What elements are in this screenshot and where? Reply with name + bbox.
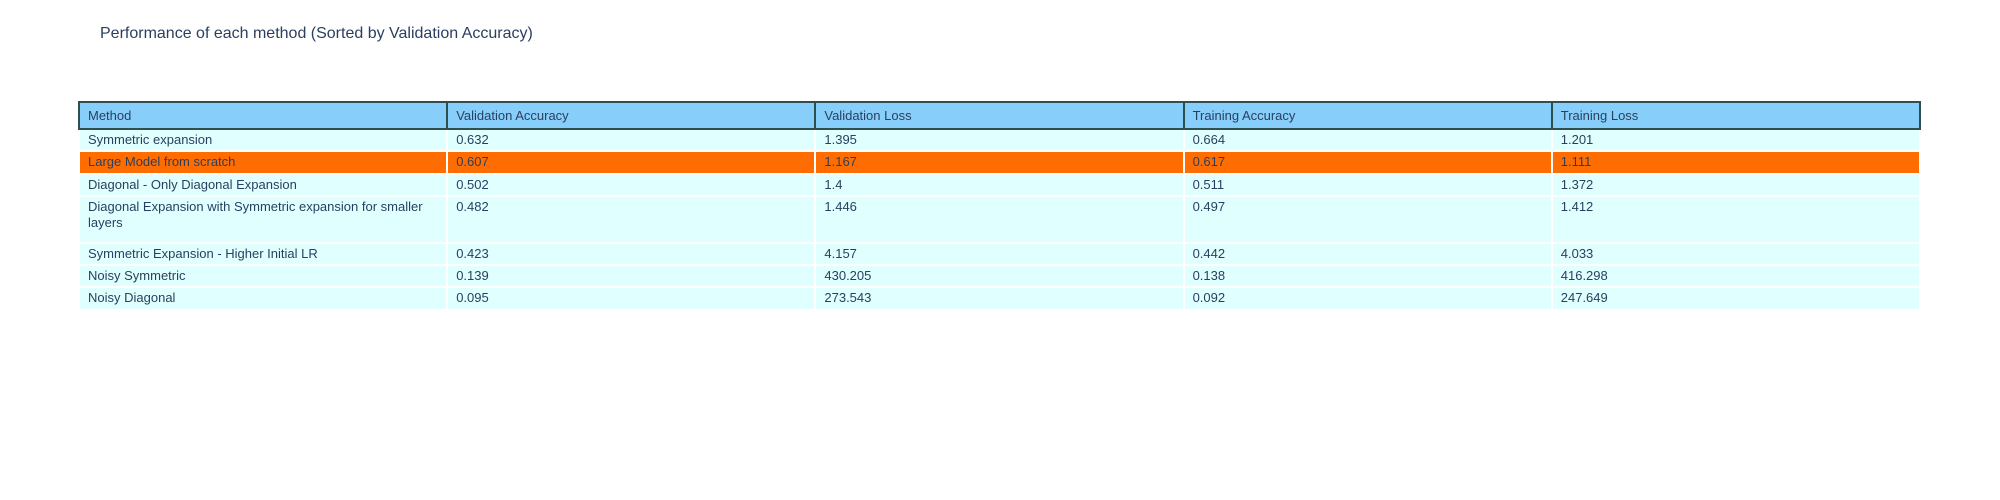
value-cell: 0.664 [1182,127,1553,153]
value-cell: 1.395 [814,127,1185,153]
header-cell-validation-accuracy: Validation Accuracy [446,101,817,130]
header-cell-validation-loss: Validation Loss [814,101,1185,130]
method-cell: Large Model from scratch [77,150,449,175]
value-cell: 247.649 [1550,286,1922,311]
value-cell: 1.446 [814,194,1185,244]
value-cell: 1.167 [814,150,1185,175]
value-cell: 0.482 [446,194,817,244]
table-row: Symmetric expansion 0.632 1.395 0.664 1.201 [77,127,1922,153]
table-row: Diagonal Expansion with Symmetric expans… [77,194,1922,244]
value-cell: 1.201 [1550,127,1922,153]
method-cell: Diagonal Expansion with Symmetric expans… [77,194,449,244]
value-cell: 0.607 [446,150,817,175]
value-cell: 0.423 [446,241,817,267]
table-row-highlighted: Large Model from scratch 0.607 1.167 0.617 1… [77,150,1922,175]
value-cell: 0.095 [446,286,817,311]
value-cell: 0.502 [446,172,817,197]
value-cell: 416.298 [1550,263,1922,289]
performance-table: Method Validation Accuracy Validation Loss… [77,101,1922,311]
value-cell: 430.205 [814,263,1185,289]
value-cell: 273.543 [814,286,1185,311]
value-cell: 0.092 [1182,286,1553,311]
value-cell: 0.617 [1182,150,1553,175]
table-row: Noisy Symmetric 0.139 430.205 0.138 416.298 [77,263,1922,289]
header-cell-training-accuracy: Training Accuracy [1182,101,1553,130]
value-cell: 4.157 [814,241,1185,267]
header-cell-training-loss: Training Loss [1550,101,1922,130]
method-cell: Noisy Diagonal [77,286,449,311]
method-cell: Diagonal - Only Diagonal Expansion [77,172,449,197]
method-cell: Noisy Symmetric [77,263,449,289]
value-cell: 0.138 [1182,263,1553,289]
value-cell: 1.412 [1550,194,1922,244]
value-cell: 0.511 [1182,172,1553,197]
value-cell: 4.033 [1550,241,1922,267]
value-cell: 0.497 [1182,194,1553,244]
method-cell: Symmetric expansion [77,127,449,153]
table-row: Diagonal - Only Diagonal Expansion 0.502 1… [77,172,1922,197]
figure-title: Performance of each method (Sorted by Va… [100,25,533,42]
table-header-row: Method Validation Accuracy Validation Loss… [77,101,1922,130]
table-row: Symmetric Expansion - Higher Initial LR 0… [77,241,1922,267]
value-cell: 0.632 [446,127,817,153]
table-row: Noisy Diagonal 0.095 273.543 0.092 247.649 [77,286,1922,311]
header-cell-method: Method [77,101,449,130]
value-cell: 1.4 [814,172,1185,197]
value-cell: 0.442 [1182,241,1553,267]
value-cell: 0.139 [446,263,817,289]
value-cell: 1.372 [1550,172,1922,197]
value-cell: 1.111 [1550,150,1922,175]
method-cell: Symmetric Expansion - Higher Initial LR [77,241,449,267]
